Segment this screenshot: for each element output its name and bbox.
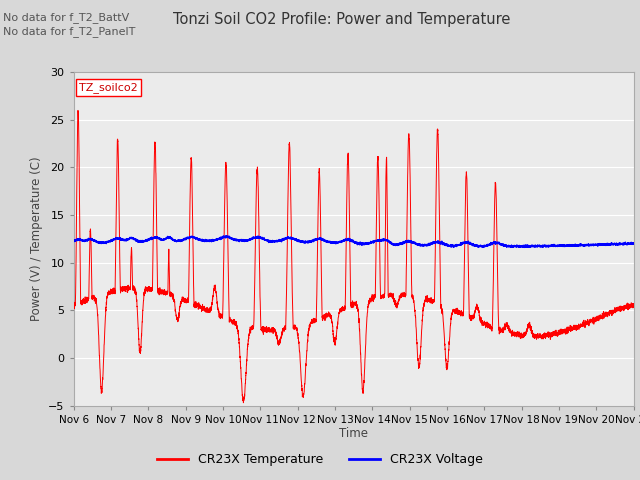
Legend: CR23X Temperature, CR23X Voltage: CR23X Temperature, CR23X Voltage [152, 448, 488, 471]
Text: Tonzi Soil CO2 Profile: Power and Temperature: Tonzi Soil CO2 Profile: Power and Temper… [173, 12, 510, 27]
Text: TZ_soilco2: TZ_soilco2 [79, 82, 138, 93]
Y-axis label: Power (V) / Temperature (C): Power (V) / Temperature (C) [29, 156, 43, 321]
Text: No data for f_T2_BattV
No data for f_T2_PanelT: No data for f_T2_BattV No data for f_T2_… [3, 12, 136, 37]
X-axis label: Time: Time [339, 427, 368, 441]
